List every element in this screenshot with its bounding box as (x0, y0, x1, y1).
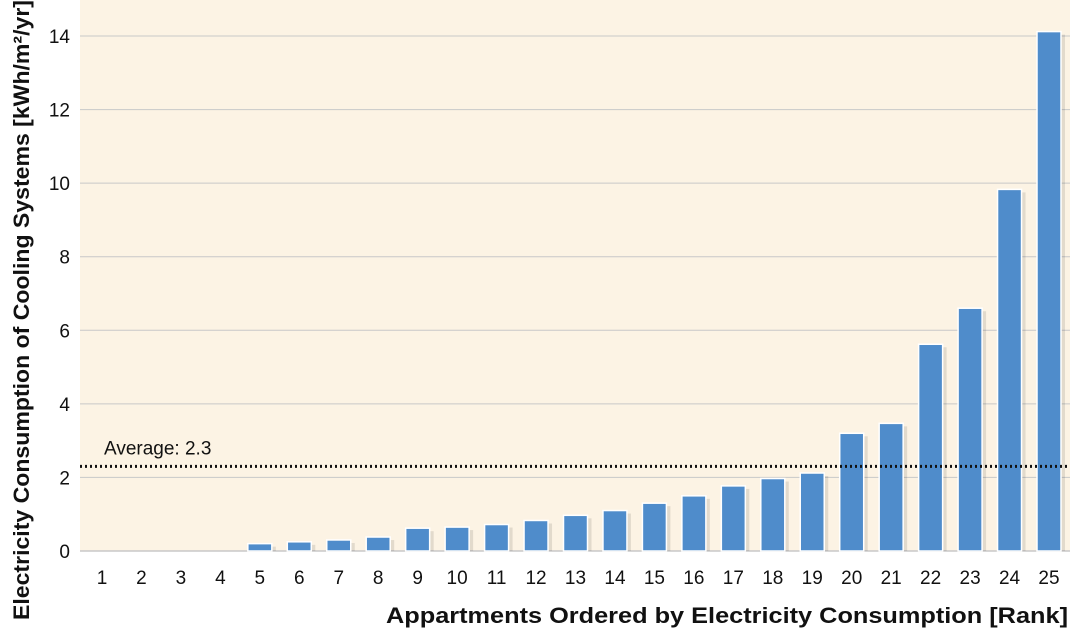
bar (247, 542, 273, 552)
y-tick-label: 14 (49, 27, 71, 48)
x-tick-label: 25 (1038, 568, 1059, 589)
y-tick-label: 4 (59, 395, 70, 416)
bar (681, 495, 707, 552)
x-tick-label: 12 (525, 568, 546, 589)
x-tick-label: 15 (644, 568, 665, 589)
x-tick-label: 14 (604, 568, 626, 589)
bar (286, 541, 313, 552)
bar (483, 523, 510, 552)
x-axis-title: Appartments Ordered by Electricity Consu… (386, 603, 1068, 628)
bar (1036, 30, 1062, 552)
x-tick-label: 21 (881, 568, 902, 589)
x-tick-label: 16 (683, 568, 704, 589)
x-tick-label: 9 (412, 568, 423, 589)
x-tick-label: 2 (136, 568, 147, 589)
x-tick-label: 18 (762, 568, 783, 589)
bar (799, 472, 825, 552)
bar (957, 307, 983, 552)
y-tick-label: 12 (49, 101, 70, 122)
x-tick-label: 7 (333, 568, 344, 589)
bar (444, 526, 470, 552)
gridlines (80, 35, 1070, 552)
bar (523, 519, 549, 552)
x-tick-label: 4 (215, 568, 226, 589)
bar (996, 188, 1023, 552)
x-tick-label: 11 (487, 568, 507, 589)
x-tick-label: 24 (999, 568, 1021, 589)
x-tick-label: 1 (97, 568, 108, 589)
x-tick-label: 17 (723, 568, 744, 589)
x-tick-label: 6 (294, 568, 305, 589)
average-label: Average: 2.3 (104, 438, 211, 459)
x-tick-label: 20 (841, 568, 862, 589)
x-tick-label: 23 (960, 568, 981, 589)
x-tick-label: 5 (255, 568, 266, 589)
bar (838, 432, 865, 552)
x-tick-label: 13 (565, 568, 586, 589)
y-tick-labels: 0 2 4 6 8 10 12 14 (49, 27, 71, 563)
bar (917, 343, 944, 552)
y-tick-label: 6 (59, 321, 70, 342)
bar (760, 477, 786, 552)
bar (562, 514, 589, 552)
x-tick-label: 22 (920, 568, 941, 589)
bar (641, 502, 668, 552)
plot-area (80, 0, 1070, 551)
bar (326, 539, 352, 552)
bar (365, 536, 391, 552)
bar (404, 527, 431, 552)
x-tick-label: 3 (176, 568, 187, 589)
x-tick-labels: 1 2 3 4 5 6 7 8 9 10 11 12 13 14 15 16 17 18 19 20 21 22 23 24 2… (97, 568, 1060, 589)
bar (878, 422, 904, 552)
y-tick-label: 2 (59, 468, 70, 489)
x-tick-label: 10 (447, 568, 468, 589)
bar (720, 485, 747, 552)
bar (602, 509, 628, 552)
x-tick-label: 8 (373, 568, 384, 589)
y-axis-title: Electricity Consumption of Cooling Syste… (9, 0, 34, 620)
y-tick-label: 0 (59, 542, 70, 563)
x-tick-label: 19 (802, 568, 823, 589)
y-tick-label: 10 (49, 174, 70, 195)
y-tick-label: 8 (59, 248, 70, 269)
